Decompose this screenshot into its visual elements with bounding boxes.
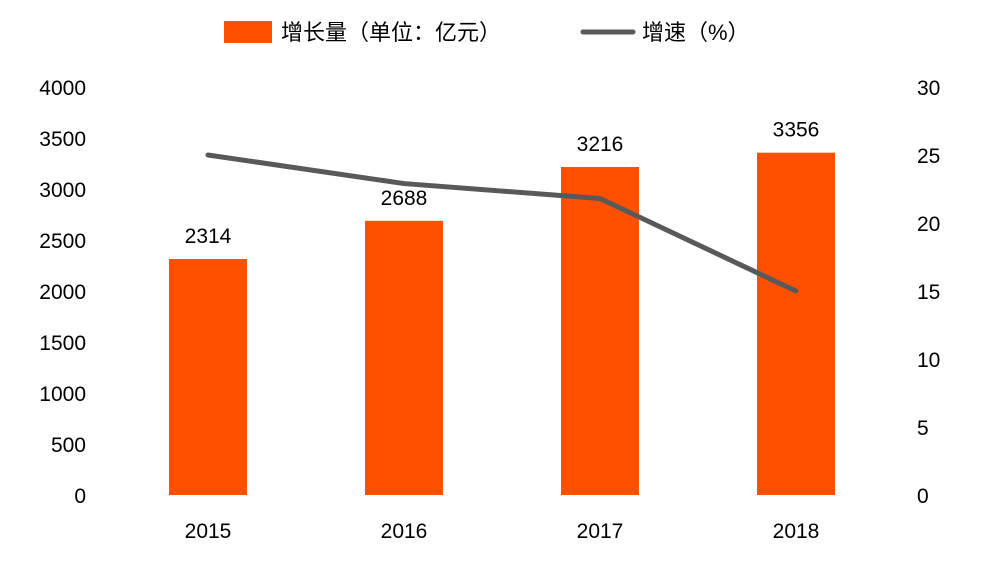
right-axis-tick-label: 15 xyxy=(917,281,940,304)
right-axis-tick-label: 20 xyxy=(917,213,940,236)
x-axis-category-label: 2018 xyxy=(773,520,820,543)
legend-label-bar-series: 增长量（单位：亿元） xyxy=(281,20,501,45)
bar-2017 xyxy=(561,166,639,495)
legend-swatch-bar xyxy=(224,21,272,43)
line-series xyxy=(205,152,799,294)
legend: 增长量（单位：亿元） 增速（%） xyxy=(224,20,750,45)
right-axis-tick-label: 5 xyxy=(917,417,929,440)
left-axis-tick-label: 2500 xyxy=(39,230,86,253)
line-point-2015 xyxy=(207,154,209,156)
right-axis-tick-label: 0 xyxy=(917,485,929,508)
legend-item-line-series: 增速（%） xyxy=(580,20,750,45)
left-axis-tick-label: 2000 xyxy=(39,281,86,304)
left-y-axis: 0 500 1000 1500 2000 2500 3000 3500 4000 xyxy=(39,77,86,508)
right-y-axis: 0 5 10 15 20 25 30 xyxy=(917,77,940,508)
bar-series xyxy=(169,152,835,496)
bar-data-label: 3356 xyxy=(773,119,820,142)
x-axis-category-label: 2016 xyxy=(381,520,428,543)
left-axis-tick-label: 500 xyxy=(51,434,86,457)
line-point-2018 xyxy=(795,290,797,292)
left-axis-tick-label: 1500 xyxy=(39,332,86,355)
x-axis-category-label: 2017 xyxy=(577,520,624,543)
bar-2018 xyxy=(757,152,835,496)
left-axis-tick-label: 3000 xyxy=(39,179,86,202)
bar-data-label: 3216 xyxy=(577,133,624,156)
right-axis-tick-label: 30 xyxy=(917,77,940,100)
x-axis: 2015 2016 2017 2018 xyxy=(185,520,820,543)
line-point-2017 xyxy=(599,198,601,200)
x-axis-category-label: 2015 xyxy=(185,520,232,543)
bar-data-label: 2314 xyxy=(185,225,232,248)
growth-rate-line xyxy=(205,152,799,294)
right-axis-tick-label: 25 xyxy=(917,145,940,168)
left-axis-tick-label: 1000 xyxy=(39,383,86,406)
left-axis-tick-label: 0 xyxy=(74,485,86,508)
bar-2015 xyxy=(169,258,247,495)
legend-item-bar-series: 增长量（单位：亿元） xyxy=(224,20,501,45)
bar-2016 xyxy=(365,220,443,495)
legend-label-line-series: 增速（%） xyxy=(642,20,750,45)
left-axis-tick-label: 4000 xyxy=(39,77,86,100)
right-axis-tick-label: 10 xyxy=(917,349,940,372)
left-axis-tick-label: 3500 xyxy=(39,128,86,151)
line-point-2016 xyxy=(403,183,405,185)
bar-data-labels: 2314 2688 3216 3356 xyxy=(185,119,820,248)
bar-data-label: 2688 xyxy=(381,187,428,210)
